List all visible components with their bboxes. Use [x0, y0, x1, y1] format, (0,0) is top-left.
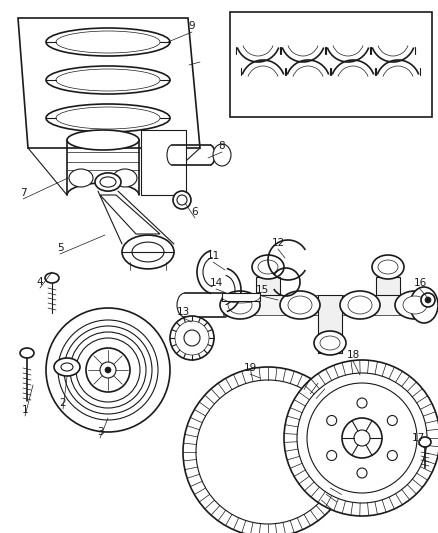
- Ellipse shape: [280, 291, 320, 319]
- Bar: [223, 295, 432, 315]
- Circle shape: [175, 321, 209, 355]
- Text: 17: 17: [411, 433, 424, 443]
- Ellipse shape: [288, 296, 312, 314]
- Text: 8: 8: [219, 141, 225, 151]
- Ellipse shape: [314, 331, 346, 355]
- Ellipse shape: [348, 296, 372, 314]
- Text: 14: 14: [209, 278, 223, 288]
- Ellipse shape: [95, 173, 121, 191]
- Ellipse shape: [46, 104, 170, 132]
- Text: 18: 18: [346, 350, 360, 360]
- Circle shape: [307, 383, 417, 493]
- Text: 19: 19: [244, 363, 257, 373]
- Bar: [222, 293, 260, 301]
- Text: 11: 11: [206, 251, 219, 261]
- Text: 9: 9: [189, 21, 195, 31]
- Text: 6: 6: [192, 207, 198, 217]
- Ellipse shape: [419, 437, 431, 447]
- Ellipse shape: [132, 242, 164, 262]
- Ellipse shape: [258, 260, 278, 274]
- Text: 4: 4: [37, 277, 43, 287]
- Text: 5: 5: [57, 243, 64, 253]
- Ellipse shape: [69, 169, 93, 187]
- Ellipse shape: [252, 255, 284, 279]
- Ellipse shape: [61, 363, 73, 371]
- Ellipse shape: [46, 28, 170, 56]
- Polygon shape: [376, 277, 400, 295]
- Polygon shape: [18, 18, 200, 148]
- Text: 3: 3: [97, 427, 103, 437]
- Bar: [141, 130, 186, 195]
- Circle shape: [196, 380, 340, 524]
- Text: 7: 7: [20, 188, 26, 198]
- Ellipse shape: [320, 336, 340, 350]
- Ellipse shape: [46, 66, 170, 94]
- Circle shape: [421, 293, 435, 307]
- Circle shape: [184, 330, 200, 346]
- Circle shape: [284, 360, 438, 516]
- Ellipse shape: [220, 291, 260, 319]
- Ellipse shape: [45, 273, 59, 283]
- Text: 15: 15: [255, 285, 268, 295]
- Circle shape: [177, 195, 187, 205]
- Circle shape: [357, 468, 367, 478]
- Text: 16: 16: [413, 278, 427, 288]
- Circle shape: [100, 362, 116, 378]
- Ellipse shape: [20, 348, 34, 358]
- Ellipse shape: [410, 287, 438, 323]
- Ellipse shape: [395, 291, 435, 319]
- Ellipse shape: [56, 31, 160, 53]
- Ellipse shape: [378, 260, 398, 274]
- Text: 1: 1: [22, 405, 28, 415]
- Bar: [230, 12, 432, 117]
- Ellipse shape: [54, 358, 80, 376]
- Ellipse shape: [113, 169, 137, 187]
- Polygon shape: [256, 277, 280, 295]
- Circle shape: [387, 416, 397, 425]
- Text: 2: 2: [60, 398, 66, 408]
- Text: 13: 13: [177, 307, 190, 317]
- Circle shape: [183, 367, 353, 533]
- Circle shape: [342, 418, 382, 458]
- Ellipse shape: [100, 177, 116, 187]
- Polygon shape: [100, 195, 160, 234]
- Text: 12: 12: [272, 238, 285, 248]
- Circle shape: [170, 316, 214, 360]
- Ellipse shape: [213, 144, 231, 166]
- Polygon shape: [318, 295, 342, 353]
- Circle shape: [387, 450, 397, 461]
- Circle shape: [173, 191, 191, 209]
- Circle shape: [327, 450, 337, 461]
- Circle shape: [105, 367, 111, 373]
- Ellipse shape: [56, 69, 160, 91]
- Ellipse shape: [372, 255, 404, 279]
- Ellipse shape: [340, 291, 380, 319]
- Circle shape: [327, 416, 337, 425]
- Circle shape: [354, 430, 370, 446]
- Ellipse shape: [403, 296, 427, 314]
- Circle shape: [86, 348, 130, 392]
- Ellipse shape: [122, 235, 174, 269]
- Ellipse shape: [228, 296, 252, 314]
- Ellipse shape: [56, 107, 160, 129]
- Circle shape: [46, 308, 170, 432]
- Ellipse shape: [67, 130, 139, 150]
- Circle shape: [297, 373, 427, 503]
- Circle shape: [425, 297, 431, 303]
- Circle shape: [357, 398, 367, 408]
